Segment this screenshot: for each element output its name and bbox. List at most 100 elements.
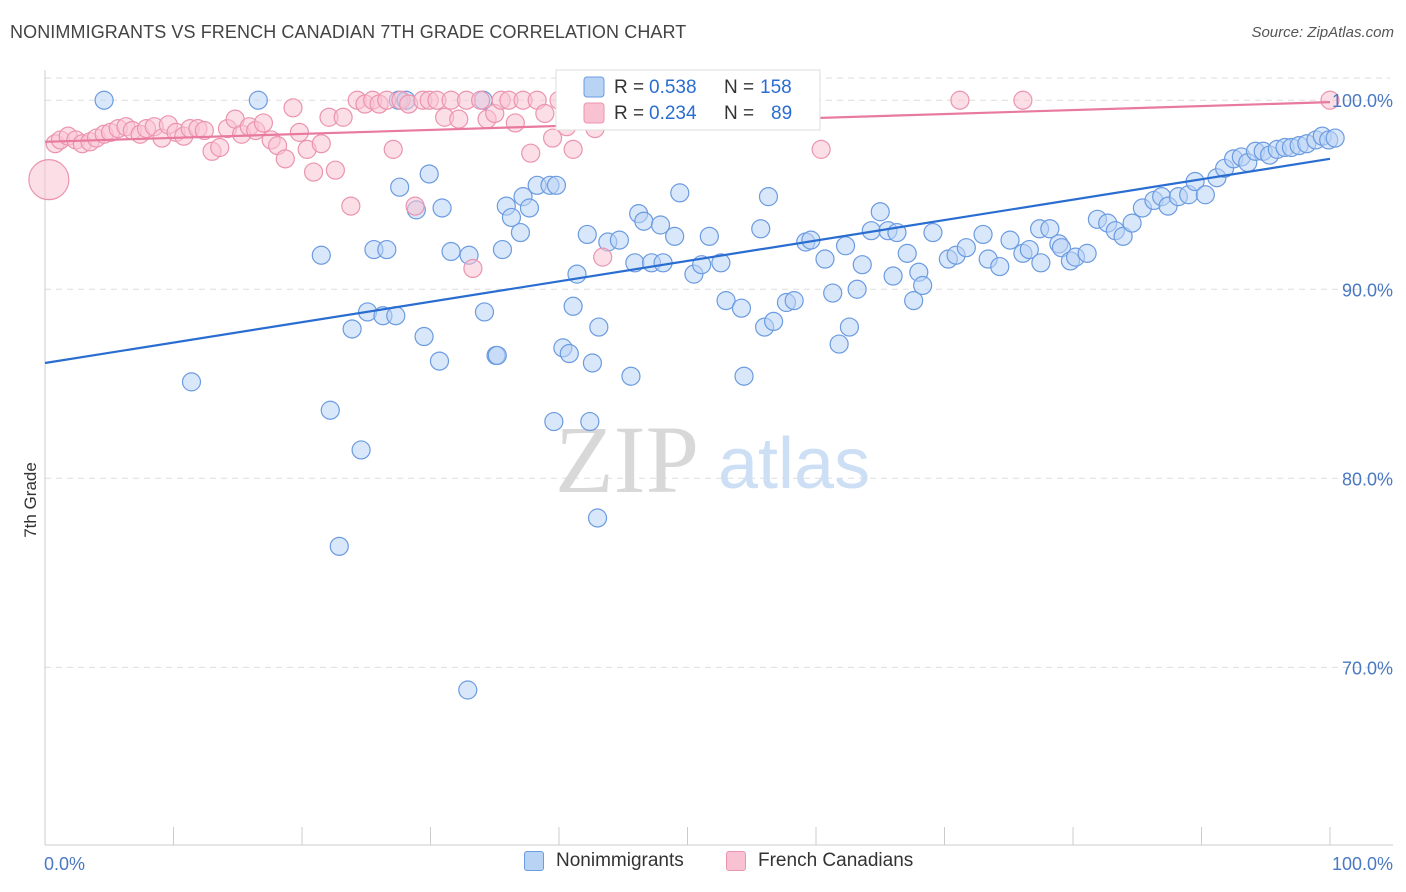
point-nonimmigrants bbox=[492, 239, 513, 260]
point-nonimmigrants bbox=[670, 183, 690, 203]
point-nonimmigrants bbox=[342, 319, 362, 339]
point-nonimmigrants bbox=[1040, 219, 1060, 239]
gridlines bbox=[45, 77, 1390, 668]
point-nonimmigrants bbox=[734, 366, 754, 386]
point-french-canadians bbox=[1320, 90, 1340, 110]
point-nonimmigrants bbox=[1077, 243, 1097, 263]
point-nonimmigrants bbox=[248, 90, 268, 110]
point-nonimmigrants bbox=[883, 266, 903, 286]
point-nonimmigrants bbox=[904, 291, 924, 311]
point-nonimmigrants bbox=[519, 198, 540, 218]
point-nonimmigrants bbox=[458, 680, 478, 700]
point-french-canadians bbox=[311, 134, 331, 154]
watermark-zip: ZIP bbox=[555, 406, 699, 513]
point-nonimmigrants bbox=[716, 291, 736, 311]
point-french-canadians bbox=[535, 103, 555, 124]
point-french-canadians bbox=[505, 113, 525, 133]
point-nonimmigrants bbox=[699, 226, 719, 246]
point-nonimmigrants bbox=[609, 230, 629, 250]
y-axis-label: 7th Grade bbox=[21, 462, 40, 538]
point-nonimmigrants bbox=[731, 298, 752, 318]
point-french-canadians bbox=[210, 137, 230, 158]
legend-r-value-1: 0.538 bbox=[649, 77, 697, 98]
point-nonimmigrants bbox=[784, 291, 804, 311]
legend-r-label-2: R = bbox=[614, 103, 644, 124]
y-tick-label: 80.0% bbox=[1342, 469, 1393, 489]
point-nonimmigrants bbox=[923, 222, 943, 243]
point-nonimmigrants bbox=[839, 317, 860, 337]
legend-n-label-2: N = bbox=[724, 103, 754, 124]
y-tick-label: 90.0% bbox=[1342, 280, 1393, 300]
point-nonimmigrants bbox=[1000, 230, 1020, 250]
point-french-canadians bbox=[1013, 90, 1033, 110]
point-nonimmigrants bbox=[510, 222, 531, 243]
point-french-canadians bbox=[950, 90, 970, 110]
point-nonimmigrants bbox=[815, 249, 835, 269]
point-nonimmigrants bbox=[441, 241, 461, 262]
point-nonimmigrants bbox=[1195, 185, 1215, 205]
point-nonimmigrants bbox=[823, 283, 843, 303]
point-nonimmigrants bbox=[329, 536, 349, 556]
point-french-canadians bbox=[283, 98, 303, 118]
bottom-legend: Nonimmigrants French Canadians bbox=[0, 850, 1406, 880]
point-nonimmigrants bbox=[390, 177, 410, 197]
legend-r-label-1: R = bbox=[614, 77, 644, 98]
point-nonimmigrants bbox=[577, 224, 597, 245]
point-nonimmigrants bbox=[501, 207, 522, 228]
watermark: ZIP atlas bbox=[555, 406, 870, 513]
point-french-canadians bbox=[521, 143, 541, 163]
legend-swatch-blue bbox=[583, 76, 605, 98]
point-french-canadians bbox=[471, 90, 491, 110]
point-nonimmigrants bbox=[320, 400, 340, 420]
legend-n-label-1: N = bbox=[724, 77, 754, 98]
point-nonimmigrants bbox=[587, 508, 608, 528]
point-nonimmigrants bbox=[763, 311, 784, 332]
point-french-canadians bbox=[303, 162, 324, 182]
point-nonimmigrants bbox=[1122, 213, 1142, 233]
point-nonimmigrants bbox=[580, 411, 600, 432]
point-nonimmigrants bbox=[973, 224, 993, 245]
point-french-canadians bbox=[449, 109, 469, 129]
chart-title: NONIMMIGRANTS VS FRENCH CANADIAN 7TH GRA… bbox=[10, 22, 687, 42]
point-nonimmigrants bbox=[474, 302, 495, 322]
point-nonimmigrants bbox=[414, 326, 434, 347]
point-nonimmigrants bbox=[419, 164, 439, 184]
point-french-canadians bbox=[405, 196, 425, 216]
point-nonimmigrants bbox=[852, 255, 872, 275]
legend-item-french-canadians: French Canadians bbox=[726, 850, 913, 872]
point-nonimmigrants bbox=[913, 275, 933, 296]
point-nonimmigrants bbox=[1051, 238, 1072, 258]
point-nonimmigrants bbox=[1325, 128, 1345, 148]
point-nonimmigrants bbox=[563, 296, 583, 316]
point-nonimmigrants bbox=[1113, 226, 1133, 246]
correlation-legend: R = 0.538 N = 158 R = 0.234 N = 89 bbox=[555, 69, 821, 131]
point-nonimmigrants bbox=[1031, 253, 1051, 273]
point-french-canadians bbox=[383, 139, 403, 159]
point-french-canadians bbox=[333, 107, 353, 127]
point-nonimmigrants bbox=[1019, 239, 1039, 260]
point-nonimmigrants bbox=[544, 411, 564, 432]
point-french-canadians bbox=[253, 113, 274, 133]
legend-n-value-2: 89 bbox=[771, 103, 792, 124]
legend-swatch-nonimmigrants bbox=[524, 851, 544, 871]
trend-line-nonimmigrants bbox=[44, 157, 1331, 365]
point-nonimmigrants bbox=[589, 317, 609, 337]
point-french-canadians bbox=[593, 247, 613, 267]
point-nonimmigrants bbox=[835, 236, 856, 256]
point-nonimmigrants bbox=[559, 343, 579, 364]
point-nonimmigrants bbox=[94, 90, 114, 110]
source-label: Source: ZipAtlas.com bbox=[1251, 24, 1394, 41]
point-nonimmigrants bbox=[582, 353, 603, 373]
point-nonimmigrants bbox=[665, 226, 685, 246]
point-nonimmigrants bbox=[621, 366, 641, 386]
y-tick-label: 70.0% bbox=[1342, 658, 1393, 678]
point-nonimmigrants bbox=[751, 219, 771, 239]
legend-swatch-pink bbox=[583, 102, 605, 124]
point-nonimmigrants bbox=[758, 187, 779, 207]
point-nonimmigrants bbox=[634, 211, 654, 231]
y-tick-label: 100.0% bbox=[1332, 91, 1393, 111]
legend-n-value-1: 158 bbox=[760, 77, 792, 98]
point-french-canadians bbox=[563, 139, 583, 159]
legend-swatch-french-canadians bbox=[726, 851, 746, 871]
legend-item-nonimmigrants: Nonimmigrants bbox=[524, 850, 684, 872]
